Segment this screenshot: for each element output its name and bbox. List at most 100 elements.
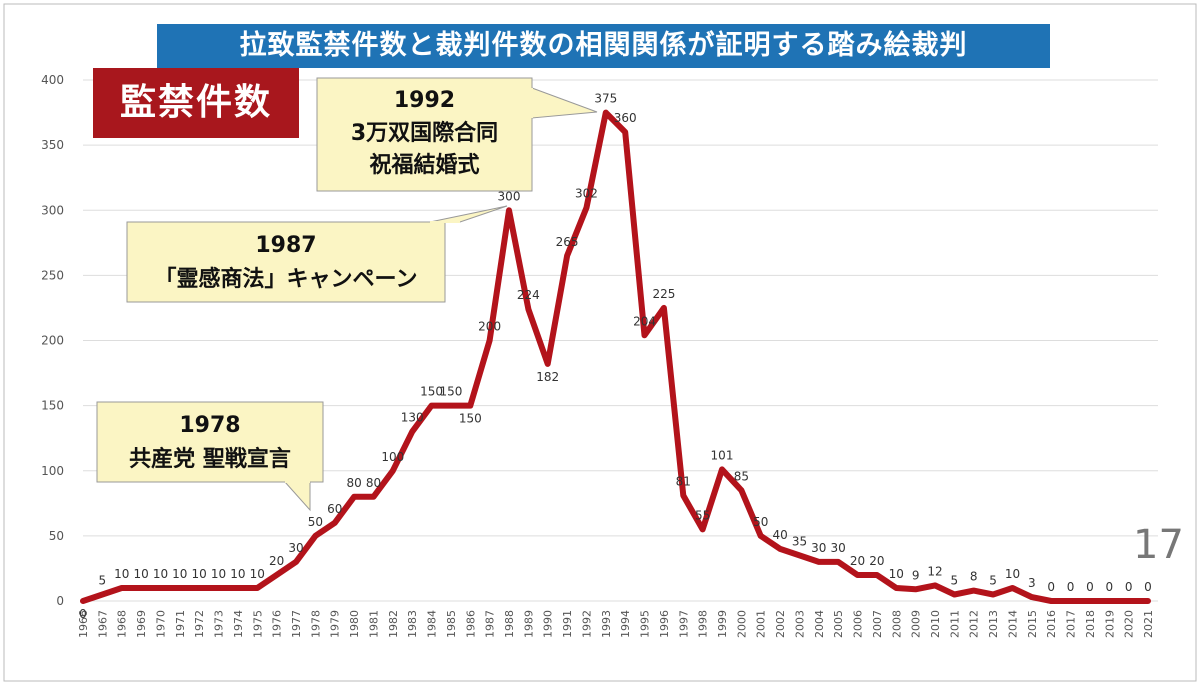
- callout-line: 共産党 聖戦宣言: [129, 446, 291, 472]
- data-point: [390, 468, 395, 473]
- data-point: [313, 533, 318, 538]
- data-label: 85: [734, 469, 749, 483]
- x-tick-label: 2021: [1142, 610, 1155, 638]
- x-tick-label: 1990: [542, 610, 555, 638]
- data-label: 8: [970, 570, 978, 584]
- data-point: [371, 494, 376, 499]
- x-tick-label: 1987: [484, 610, 497, 638]
- x-tick-label: 2020: [1123, 610, 1136, 638]
- data-label: 20: [850, 554, 865, 568]
- x-tick-label: 1998: [697, 610, 710, 638]
- data-label: 150: [420, 385, 443, 399]
- y-tick-label: 50: [49, 529, 64, 543]
- y-axis: 0 50 100 150 200 250 300 350 400: [41, 73, 64, 608]
- x-tick-label: 1982: [387, 610, 400, 638]
- data-label: 35: [792, 534, 807, 548]
- data-point: [661, 305, 666, 310]
- data-point: [642, 333, 647, 338]
- data-point: [681, 493, 686, 498]
- data-label: 200: [478, 320, 501, 334]
- data-point: [235, 585, 240, 590]
- data-point: [1029, 595, 1034, 600]
- x-tick-label: 1979: [329, 610, 342, 638]
- x-tick-label: 1988: [503, 610, 516, 638]
- data-label: 300: [498, 189, 521, 203]
- data-point: [1068, 599, 1073, 603]
- data-point: [81, 599, 85, 603]
- x-tick-label: 1967: [96, 610, 109, 638]
- data-point: [158, 585, 163, 590]
- data-point: [758, 533, 763, 538]
- callout-line: 1992: [394, 88, 455, 113]
- data-label: 0: [1144, 580, 1152, 594]
- data-label: 3: [1028, 576, 1036, 590]
- data-label: 10: [133, 567, 148, 581]
- data-label: 30: [811, 541, 826, 555]
- x-tick-label: 1989: [522, 610, 535, 638]
- data-label: 81: [676, 474, 691, 488]
- data-point: [1146, 599, 1150, 603]
- x-tick-label: 1992: [580, 610, 593, 638]
- data-point: [874, 572, 879, 577]
- x-tick-label: 1984: [426, 610, 439, 638]
- data-point: [294, 559, 298, 564]
- x-tick-label: 2011: [948, 610, 961, 638]
- data-label: 80: [346, 476, 361, 490]
- x-tick-label: 1991: [561, 610, 574, 638]
- data-label: 0: [1047, 580, 1055, 594]
- data-point: [429, 403, 434, 408]
- x-tick-label: 2004: [813, 610, 826, 638]
- data-point: [739, 488, 744, 493]
- data-point: [584, 205, 589, 210]
- data-point: [1087, 599, 1092, 603]
- x-tick-label: 1971: [174, 610, 187, 638]
- data-point: [487, 338, 492, 343]
- data-point: [700, 527, 705, 532]
- data-point: [913, 587, 918, 592]
- data-point: [216, 585, 221, 590]
- x-tick-label: 1997: [677, 610, 690, 638]
- data-point: [468, 403, 473, 408]
- data-label: 80: [366, 476, 381, 490]
- series-line: [80, 109, 1151, 604]
- x-tick-label: 2007: [871, 610, 884, 638]
- data-point: [836, 559, 841, 564]
- data-label: 5: [989, 573, 997, 587]
- data-label: 101: [711, 448, 734, 462]
- data-label: 40: [772, 528, 787, 542]
- data-point: [1107, 599, 1112, 603]
- data-label: 10: [889, 567, 904, 581]
- data-label: 50: [308, 515, 323, 529]
- data-label: 20: [269, 554, 284, 568]
- callout-line: 1987: [255, 233, 316, 258]
- chart-title: 拉致監禁件数と裁判件数の相関関係が証明する踏み絵裁判: [157, 24, 1050, 68]
- x-tick-label: 1966: [77, 610, 90, 638]
- data-label: 265: [556, 235, 579, 249]
- data-label: 12: [927, 564, 942, 578]
- data-point: [797, 553, 802, 558]
- data-point: [177, 585, 182, 590]
- data-point: [1010, 585, 1015, 590]
- x-tick-label: 1993: [600, 610, 613, 638]
- x-tick-label: 1976: [271, 610, 284, 638]
- x-tick-label: 2018: [1084, 610, 1097, 638]
- x-tick-label: 2009: [910, 610, 923, 638]
- x-tick-label: 1999: [716, 610, 729, 638]
- x-tick-label: 1995: [639, 610, 652, 638]
- x-tick-label: 1978: [309, 610, 322, 638]
- data-label: 10: [1005, 567, 1020, 581]
- data-point: [139, 585, 144, 590]
- y-tick-label: 100: [41, 464, 64, 478]
- callout-box: [316, 77, 533, 192]
- callout-line: 3万双国際合同: [351, 120, 498, 146]
- y-tick-label: 0: [56, 594, 64, 608]
- callout-line: 祝福結婚式: [369, 152, 479, 178]
- x-tick-label: 2005: [832, 610, 845, 638]
- data-label: 10: [153, 567, 168, 581]
- data-point: [100, 592, 105, 597]
- data-point: [332, 520, 337, 525]
- data-label: 224: [517, 288, 540, 302]
- x-tick-label: 2006: [852, 610, 865, 638]
- data-label: 100: [381, 450, 404, 464]
- data-label: 60: [327, 502, 342, 516]
